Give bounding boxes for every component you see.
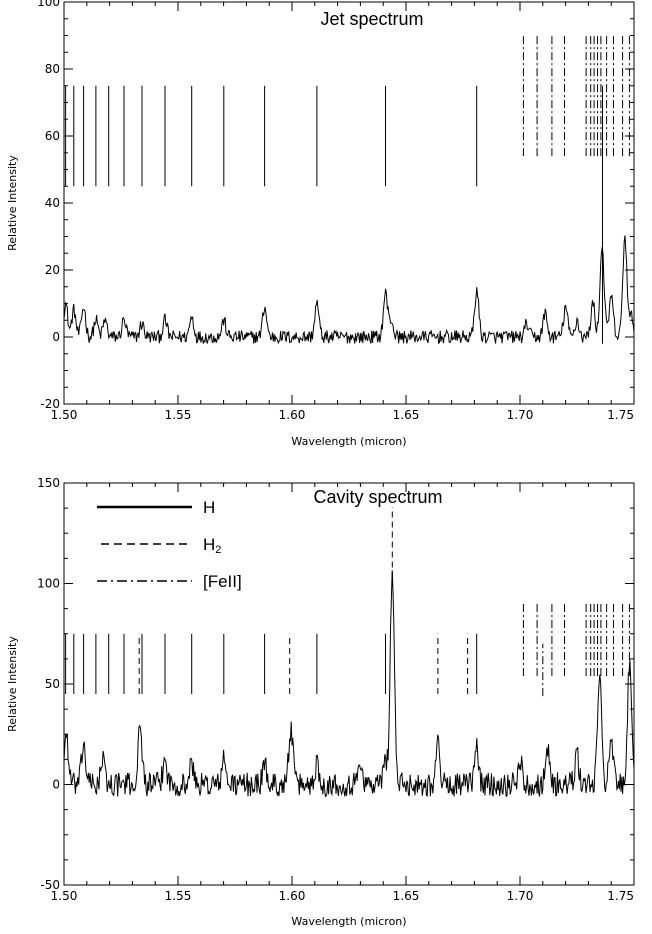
jet-spectrum-panel: 1.50 1.55 1.60 1.65 1.70 1.75-20020406080100 … [6,0,635,448]
jet-x-tick-label: 1.75 [607,408,634,422]
cavity-x-tick-label: 1.55 [165,889,192,903]
legend-label-feii: [FeII] [203,572,242,591]
cavity-x-tick-label: 1.50 [51,889,78,903]
jet-x-tick-label: 1.55 [165,408,192,422]
cavity-x-tick-label: 1.60 [279,889,306,903]
legend-entry-h2: H2 [101,535,221,556]
jet-x-tick-label: 1.50 [51,408,78,422]
cavity-y-tick-label: 100 [37,577,60,591]
cavity-y-tick-label: -50 [40,878,60,892]
jet-y-axis-title: Relative Intensity [6,155,19,251]
jet-y-tick-label: 0 [52,330,60,344]
cavity-spectral-line-markers [65,507,630,697]
cavity-spectrum-line [63,570,635,798]
legend-label-h2-subscript: 2 [215,544,221,556]
legend: H H2 [FeII] [97,498,242,591]
jet-axes-ticks: 1.50 1.55 1.60 1.65 1.70 1.75 -20 0 20 40 60 80 100 [37,0,635,422]
cavity-y-tick-label: 0 [52,778,60,792]
jet-y-tick-label: 40 [45,196,60,210]
jet-y-tick-label: -20 [40,397,60,411]
cavity-x-tick-label: 1.70 [507,889,534,903]
cavity-y-tick-label: 150 [37,476,60,490]
jet-x-tick-label: 1.70 [507,408,534,422]
legend-label-h: H [203,498,215,517]
cavity-spectrum-trace-group [63,570,635,798]
legend-label-h2: H2 [203,535,221,556]
cavity-y-tick-label: 50 [45,677,60,691]
jet-spectral-line-markers [65,35,630,344]
jet-chart-title: Jet spectrum [320,9,423,29]
jet-y-tick-label: 20 [45,263,60,277]
legend-entry-feii: [FeII] [97,572,242,591]
cavity-plot-frame [63,482,635,886]
jet-x-axis-title: Wavelength (micron) [291,435,406,448]
legend-entry-h: H [97,498,215,517]
jet-spectrum-trace-group [63,235,635,345]
cavity-axes-ticks: 1.50 1.55 1.60 1.65 1.70 1.75 -50 0 50 100 150 [37,476,635,903]
cavity-y-axis-title: Relative Intensity [6,636,19,732]
jet-plot-frame [63,1,635,405]
cavity-x-tick-label: 1.65 [393,889,420,903]
cavity-x-axis-title: Wavelength (micron) [291,915,406,928]
jet-y-tick-label: 100 [37,0,60,9]
cavity-spectrum-panel: 1.50 1.55 1.60 1.65 1.70 1.75 -50 0 50 100 150 Cav… [6,476,635,928]
jet-x-tick-label: 1.60 [279,408,306,422]
cavity-chart-title: Cavity spectrum [313,487,442,507]
jet-x-tick-label: 1.65 [393,408,420,422]
jet-y-tick-label: 80 [45,62,60,76]
jet-y-tick-label: 60 [45,129,60,143]
cavity-x-tick-label: 1.75 [607,889,634,903]
jet-spectrum-line [63,235,635,345]
